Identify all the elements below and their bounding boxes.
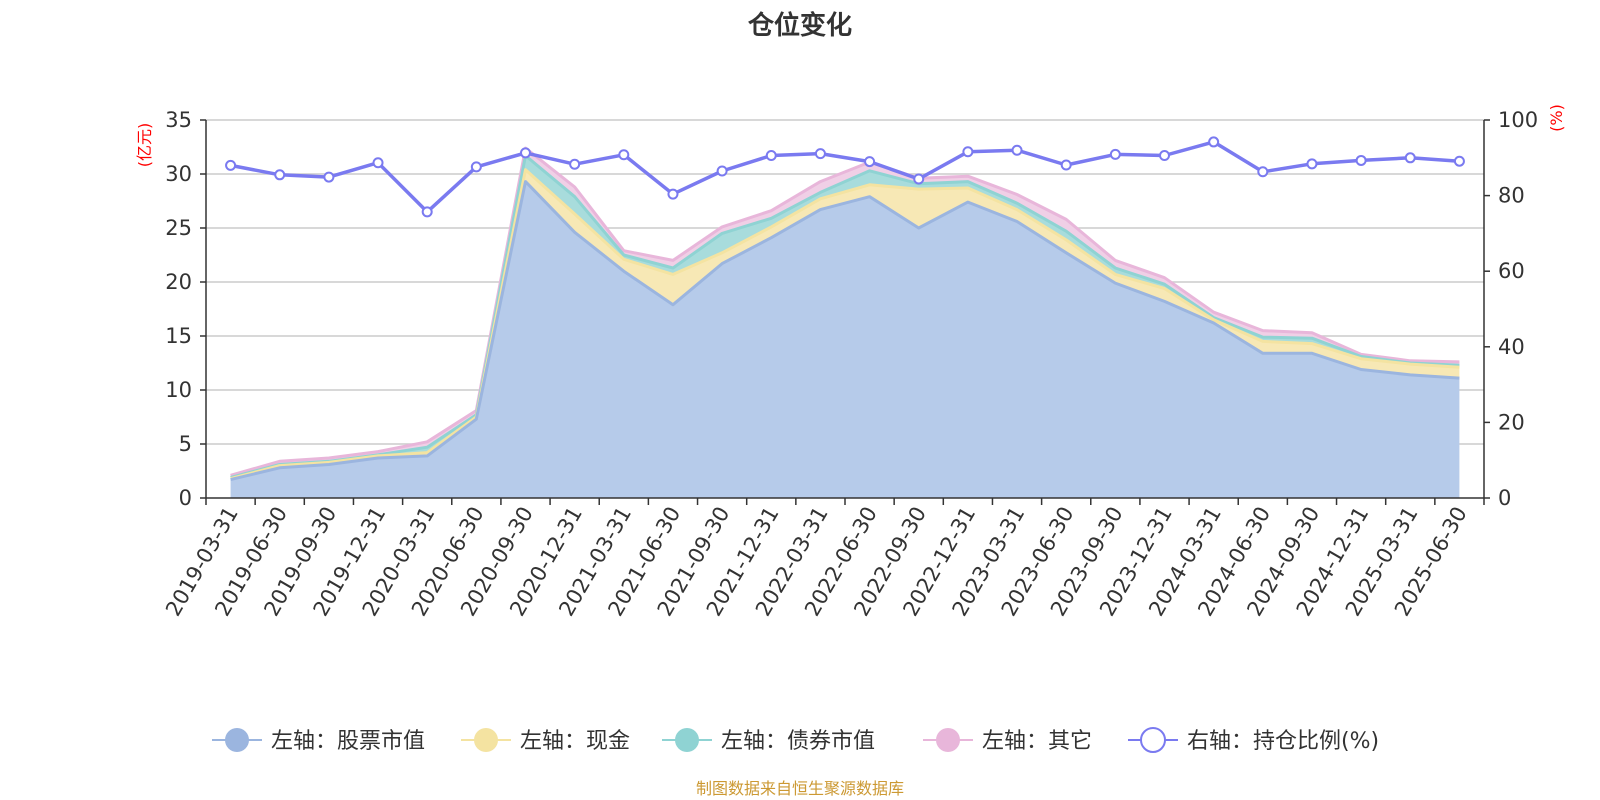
ratio-point — [520, 147, 531, 159]
ratio-point — [1257, 166, 1269, 178]
ratio-point — [1060, 159, 1072, 171]
legend-item-other: 左轴：其它 — [923, 728, 1092, 754]
ratio-point — [323, 171, 335, 183]
ratio-point — [569, 158, 581, 170]
ratio-line — [230, 140, 1460, 214]
ratio-point — [716, 165, 728, 177]
right-axis-unit-label: (%) — [1547, 104, 1566, 132]
ratio-point — [225, 159, 237, 171]
ratio-point — [421, 206, 433, 218]
ratio-point — [1453, 155, 1465, 167]
ratio-point — [470, 161, 482, 173]
left-axis-tick-label: 0 — [179, 486, 192, 510]
left-axis-tick-label: 25 — [165, 216, 192, 240]
right-axis-tick-label: 40 — [1498, 335, 1525, 359]
ratio-line-layer — [225, 136, 1465, 218]
legend-label: 左轴：其它 — [982, 729, 1092, 754]
area-edge-bond — [230, 154, 1460, 479]
legend-label: 左轴：债券市值 — [721, 729, 875, 754]
ratio-point — [765, 150, 777, 162]
ratio-point — [1011, 144, 1023, 156]
area-stock — [230, 181, 1460, 498]
ratio-point — [814, 148, 826, 160]
ratio-point — [1159, 150, 1170, 162]
ratio-point — [1208, 136, 1220, 148]
left-axis-tick-label: 5 — [179, 432, 192, 456]
left-axis-unit-label: (亿元) — [135, 123, 154, 168]
legend-marker-filled-circle — [675, 728, 699, 752]
right-axis-tick-label: 0 — [1498, 486, 1511, 510]
ratio-point — [667, 188, 679, 200]
ratio-point — [1404, 152, 1416, 164]
legend-marker-filled-circle — [474, 728, 498, 752]
legend-item-bond: 左轴：债券市值 — [662, 728, 875, 754]
left-axis-tick-label: 20 — [165, 270, 192, 294]
legend-marker-filled-circle — [225, 728, 249, 752]
legend-item-stock: 左轴：股票市值 — [212, 728, 425, 754]
ratio-point — [1109, 148, 1121, 160]
legend-label: 右轴：持仓比例(%) — [1187, 729, 1379, 754]
left-axis-tick-label: 10 — [165, 378, 192, 402]
legend-item-cash: 左轴：现金 — [461, 728, 630, 754]
ratio-point — [1306, 158, 1318, 170]
right-axis-tick-label: 20 — [1498, 410, 1525, 434]
ratio-point — [1355, 154, 1367, 166]
left-axis-tick-label: 15 — [165, 324, 192, 348]
ratio-point — [962, 146, 974, 158]
legend-label: 左轴：现金 — [520, 729, 630, 754]
chart-title: 仓位变化 — [747, 10, 852, 41]
left-axis-tick-label: 30 — [165, 162, 192, 186]
ratio-point — [913, 173, 925, 185]
right-axis-tick-label: 60 — [1498, 259, 1525, 283]
area-edge-stock — [230, 180, 1460, 482]
legend: 左轴：股票市值 左轴：现金 左轴：债券市值 左轴：其它 右轴：持仓比例(%) — [212, 727, 1379, 754]
area-edge-cash — [230, 168, 1460, 481]
right-axis-tick-label: 80 — [1498, 184, 1525, 208]
ratio-point — [618, 149, 630, 161]
legend-label: 左轴：股票市值 — [271, 729, 425, 754]
legend-marker-hollow-circle — [1140, 727, 1166, 753]
area-edge-other — [230, 146, 1460, 477]
legend-marker-filled-circle — [936, 728, 960, 752]
right-axis-tick-label: 100 — [1498, 108, 1538, 132]
ratio-point — [274, 169, 286, 181]
stacked-areas — [230, 146, 1460, 498]
left-axis-tick-label: 35 — [165, 108, 192, 132]
ratio-point — [864, 156, 876, 168]
source-note: 制图数据来自恒生聚源数据库 — [696, 779, 904, 798]
ratio-point — [372, 157, 384, 169]
legend-item-ratio: 右轴：持仓比例(%) — [1128, 727, 1379, 754]
